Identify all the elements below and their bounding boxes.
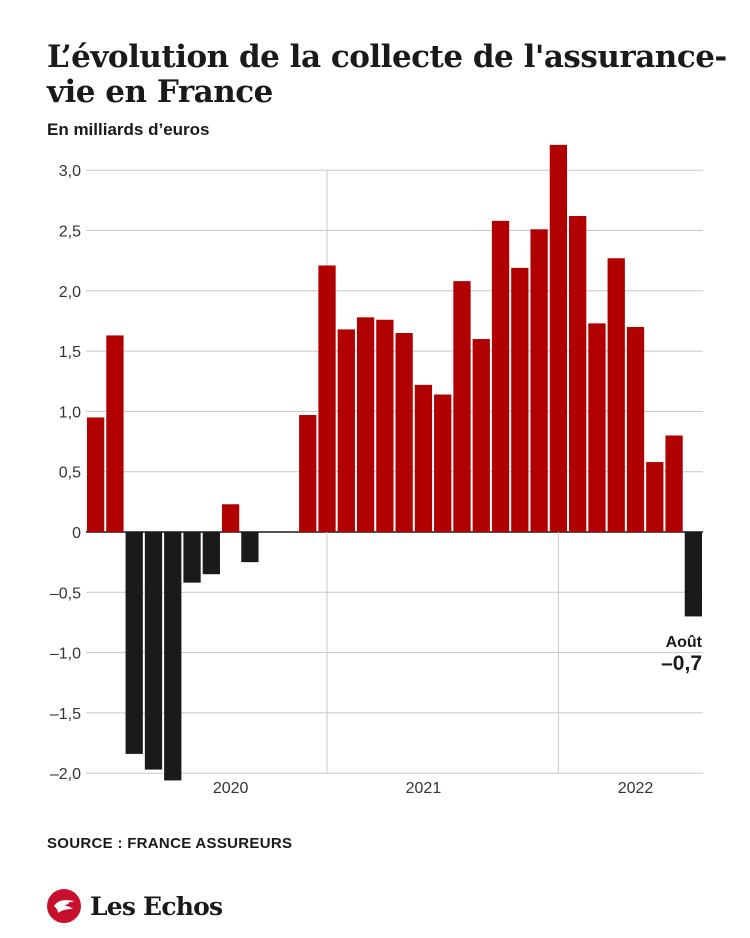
- bar: [472, 339, 490, 532]
- y-tick-label: 0,5: [59, 465, 81, 482]
- annotation-label: Août: [666, 634, 703, 651]
- bar: [299, 415, 317, 532]
- x-year-label: 2022: [618, 780, 654, 797]
- bar: [665, 435, 683, 532]
- bar: [356, 317, 375, 532]
- bar: [337, 329, 355, 532]
- bar: [453, 281, 471, 532]
- y-tick-label: –2,0: [50, 766, 81, 783]
- bar: [569, 216, 587, 532]
- bar: [87, 417, 105, 532]
- bar: [684, 532, 702, 617]
- bar: [530, 229, 548, 532]
- x-year-label: 2021: [406, 780, 442, 797]
- bar: [221, 504, 240, 532]
- x-axis-labels: 2020 2021 2022: [213, 780, 654, 797]
- source-note: SOURCE : FRANCE ASSUREURS: [47, 835, 293, 852]
- x-year-label: 2020: [213, 780, 249, 797]
- y-axis-labels: 3,0 2,5 2,0 1,5 1,0 0,5 0 –0,5 –1,0 –1,5 –2,0: [50, 163, 81, 783]
- y-tick-label: –1,5: [50, 706, 81, 723]
- bar: [626, 326, 645, 532]
- bar: [125, 532, 143, 754]
- bar: [491, 220, 510, 533]
- bar: [414, 384, 433, 532]
- y-tick-label: 3,0: [59, 163, 81, 180]
- bar-chart: 3,0 2,5 2,0 1,5 1,0 0,5 0 –0,5 –1,0 –1,5 –2,0 2020…: [50, 144, 703, 797]
- brand-logo: Les Echos: [47, 889, 223, 923]
- y-tick-label: 1,0: [59, 404, 81, 421]
- y-tick-label: 2,0: [59, 284, 81, 301]
- chart-title: L’évolution de la collecte de l'assuranc…: [47, 39, 727, 110]
- bar: [318, 265, 336, 532]
- bar: [549, 144, 568, 532]
- bar: [202, 532, 220, 575]
- bar: [434, 394, 452, 532]
- echos-bird-icon: [47, 889, 81, 923]
- chart-subtitle: En milliards d’euros: [47, 120, 210, 139]
- annotation: Août–0,7: [661, 634, 703, 675]
- y-tick-label: 1,5: [59, 344, 81, 361]
- bar: [106, 335, 124, 532]
- bar: [183, 532, 201, 583]
- bar: [376, 319, 394, 532]
- bar: [241, 532, 259, 563]
- bar: [607, 258, 625, 532]
- bar: [588, 323, 606, 532]
- bar: [646, 462, 664, 532]
- annotation-value: –0,7: [661, 652, 702, 675]
- bar: [511, 267, 529, 532]
- y-tick-label: 2,5: [59, 224, 81, 241]
- brand-name: Les Echos: [90, 891, 223, 921]
- bars: [87, 144, 702, 781]
- y-tick-label: 0: [72, 525, 81, 542]
- bar: [164, 532, 182, 781]
- y-tick-label: –0,5: [50, 585, 81, 602]
- y-tick-label: –1,0: [50, 646, 81, 663]
- bar: [395, 333, 413, 532]
- bar: [144, 532, 163, 770]
